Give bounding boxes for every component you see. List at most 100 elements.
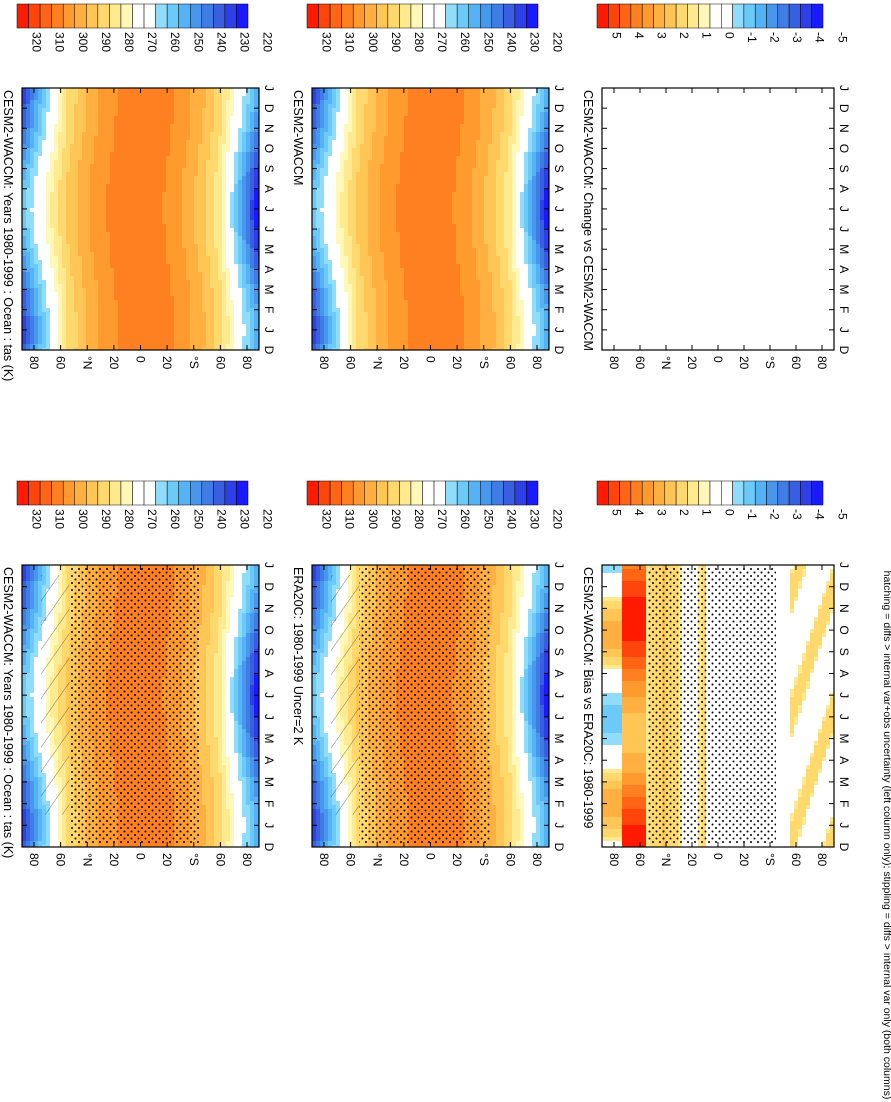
top-left-cell: [238, 645, 242, 649]
top-left-colorbar-box: [120, 480, 133, 506]
top-left-cell: [234, 725, 238, 729]
top-right-cell: [42, 100, 46, 104]
top-right-cell: [186, 276, 202, 280]
middle-left-cell: [520, 773, 528, 777]
top-right-cell: [98, 284, 114, 288]
top-left-cell: [26, 841, 30, 845]
top-left-month-label: D: [262, 582, 276, 591]
top-left-cell: [242, 765, 246, 769]
top-right-cell: [242, 104, 246, 108]
top-left-cell: [254, 745, 258, 749]
middle-left-cell: [524, 661, 528, 665]
top-right-cell: [34, 200, 46, 204]
top-right-cell: [174, 116, 190, 120]
top-left-cell: [22, 713, 26, 717]
top-right-colorbar-box: [155, 3, 168, 29]
top-right-cell: [34, 340, 38, 344]
top-left-cell: [198, 637, 210, 641]
top-left-cell: [226, 673, 234, 677]
top-left-cell: [22, 769, 26, 773]
top-right-cell: [22, 220, 26, 224]
top-left-cell: [230, 761, 238, 765]
top-right-cell: [94, 148, 114, 152]
top-right-cell: [206, 224, 214, 228]
top-left-cell: [246, 705, 250, 709]
top-left-cell: [34, 749, 38, 753]
top-right-cell: [234, 168, 238, 172]
top-left-cell: [234, 741, 238, 745]
top-right-cell: [190, 340, 206, 344]
middle-left-cell: [544, 757, 548, 761]
top-right-cell: [54, 184, 58, 188]
top-right-cell: [254, 196, 259, 200]
top-left-cell: [250, 577, 254, 581]
middle-left-cell: [324, 673, 336, 677]
middle-left-cell: [528, 665, 532, 669]
top-right-cell: [74, 276, 82, 280]
top-right-cell: [214, 296, 222, 300]
top-left-cell: [238, 653, 242, 657]
top-left-cell: [34, 649, 38, 653]
top-left-cell: [234, 829, 246, 833]
top-right-cell: [254, 164, 258, 168]
top-left-cell: [226, 781, 230, 785]
top-right-cell: [238, 252, 242, 256]
top-left-cell: [30, 589, 34, 593]
top-right-cell: [198, 172, 206, 176]
top-right-cell: [186, 248, 198, 252]
top-left-cell: [38, 825, 42, 829]
top-left-cell: [254, 577, 258, 581]
middle-left-cell: [540, 653, 544, 657]
top-left-cell: [22, 785, 26, 789]
top-right-cell: [214, 316, 222, 320]
top-right-cell: [82, 260, 94, 264]
top-left-cell: [250, 653, 254, 657]
middle-left-cell: [504, 597, 512, 601]
middle-left-cell: [512, 589, 516, 593]
top-right-cell: [182, 200, 194, 204]
top-left-cell: [254, 605, 258, 609]
top-left-cell: [250, 745, 254, 749]
middle-left-cell: [512, 685, 516, 689]
top-right-cell: [254, 348, 258, 350]
middle-left-cell: [496, 677, 504, 681]
middle-left-cell: [528, 765, 532, 769]
middle-left-cell: [536, 737, 540, 741]
top-right-cell: [230, 328, 234, 332]
middle-left-cell: [536, 673, 540, 677]
middle-left-cell: [328, 593, 332, 597]
middle-left-cell: [512, 677, 516, 681]
middle-left-cell: [512, 653, 516, 657]
middle-left-cell: [484, 717, 496, 721]
top-right-cell: [226, 252, 234, 256]
top-right-cell: [46, 320, 50, 324]
top-right-cell: [66, 304, 74, 308]
top-left-cell: [62, 821, 66, 825]
top-right-cell: [34, 184, 46, 188]
top-right-cell: [198, 256, 210, 260]
top-right-cell: [242, 300, 246, 304]
top-left-cell: [246, 733, 250, 737]
middle-left-cell: [504, 673, 512, 677]
top-right-cell: [202, 288, 214, 292]
top-left-cell: [246, 769, 250, 773]
top-left-cell: [30, 757, 38, 761]
top-right-cell: [78, 96, 86, 100]
top-right-cell: [114, 288, 170, 292]
top-right-colorbar-box: [97, 3, 110, 29]
top-left-cell: [30, 577, 34, 581]
top-left-cell: [254, 841, 258, 845]
top-left-cell: [22, 757, 26, 761]
middle-left-cell: [316, 685, 324, 689]
middle-left-cell: [324, 565, 328, 569]
top-right-cell: [218, 248, 222, 252]
top-right-cell: [26, 236, 30, 240]
middle-left-cell: [528, 609, 536, 613]
top-right-cell: [250, 156, 254, 160]
top-left-cell: [242, 685, 246, 689]
middle-left-cell: [324, 745, 328, 749]
middle-left-cell: [484, 693, 496, 697]
middle-left-cell: [492, 593, 504, 597]
top-right-cell: [26, 196, 34, 200]
top-left-colorbar: 320 310 300 290 280 270 260 250 240 230 220: [16, 480, 275, 529]
